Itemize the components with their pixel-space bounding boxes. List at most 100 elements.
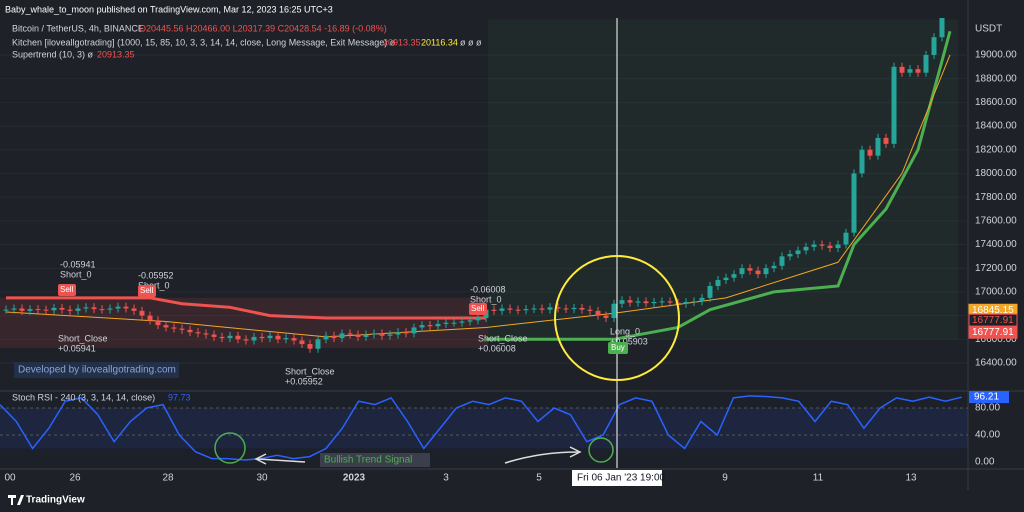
price-tick-label: 17600.00 [975, 215, 1017, 226]
candle [867, 149, 873, 156]
sell-text: Sell [140, 286, 154, 295]
candle [355, 334, 361, 337]
candle [787, 253, 793, 257]
candle [179, 328, 185, 330]
crosshair-box [572, 470, 662, 486]
crosshair-label: Fri 06 Jan '23 19:00 [577, 473, 666, 484]
candle [27, 309, 33, 311]
candle [187, 329, 193, 333]
candle [451, 322, 457, 324]
candle [107, 308, 113, 310]
candle [739, 268, 745, 275]
candle [843, 232, 849, 245]
candle [291, 338, 297, 341]
price-pane [0, 18, 968, 364]
candle [19, 308, 25, 311]
price-tick-label: 16600.00 [975, 334, 1017, 345]
price-tick-label: 18000.00 [975, 168, 1017, 179]
candle [67, 309, 73, 311]
candle [539, 308, 545, 310]
candle [795, 250, 801, 254]
rsi-band [0, 407, 968, 449]
candle [659, 301, 665, 303]
price-tag-label: 16777.91 [972, 327, 1014, 338]
price-tick-label: 19000.00 [975, 50, 1017, 61]
trade-label: -0.05941 [60, 259, 96, 269]
logo-icon [8, 495, 24, 505]
price-tick-label: 17400.00 [975, 239, 1017, 250]
candle [219, 336, 225, 339]
candle [699, 297, 705, 302]
candle [475, 317, 481, 321]
arrow [504, 446, 582, 464]
arrow [254, 453, 306, 465]
highlight-circle [554, 255, 680, 381]
header-text: Supertrend (10, 3) ø [12, 49, 94, 59]
price-tick-label: 18400.00 [975, 121, 1017, 132]
price-tick-label: 18800.00 [975, 73, 1017, 84]
time-label: 30 [256, 473, 268, 484]
rsi-tick-label: 80.00 [975, 403, 1000, 414]
candle [315, 339, 321, 349]
candle [139, 310, 145, 316]
candle [667, 301, 673, 303]
watermark-box [14, 362, 179, 378]
price-tag-label: 16845.15 [972, 305, 1014, 316]
time-label: 9 [722, 473, 728, 484]
candle [939, 18, 945, 38]
candle [651, 301, 657, 304]
sell-text: Sell [60, 285, 74, 294]
header-text: 20116.34 [421, 37, 458, 47]
candle [403, 332, 409, 334]
candle [691, 301, 697, 303]
signal-circle [588, 437, 614, 463]
rsi-tick-label: 0.00 [975, 457, 995, 468]
candle [723, 277, 729, 281]
watermark: Developed by iloveallgotrading.com [18, 365, 176, 376]
candle [43, 309, 49, 311]
candle [715, 280, 721, 286]
candle [411, 327, 417, 334]
candle [299, 340, 305, 345]
time-label: 00 [4, 473, 16, 484]
candle [51, 307, 57, 311]
signal-text: Bullish Trend Signal [324, 455, 412, 466]
price-tick-label: 16400.00 [975, 358, 1017, 369]
candle [571, 307, 577, 310]
rsi-value: 97.73 [168, 392, 191, 402]
time-label: 26 [69, 473, 81, 484]
candle [835, 244, 841, 249]
sell-tag [138, 285, 156, 297]
candle [627, 300, 633, 303]
candle [923, 54, 929, 73]
rsi-title: Stoch RSI - 240 (3, 3, 14, 14, close) [12, 392, 155, 402]
candle [595, 310, 601, 316]
price-tick-label: 18200.00 [975, 144, 1017, 155]
candle [163, 325, 169, 328]
candle [779, 256, 785, 266]
candle [35, 309, 41, 311]
candle [3, 309, 9, 311]
signal-box [320, 453, 430, 467]
candle [131, 308, 137, 311]
candle [563, 308, 569, 310]
candle [707, 285, 713, 298]
candle [99, 309, 105, 311]
header-text: 20913.35 [383, 37, 421, 47]
indicator-line [486, 30, 952, 341]
candle [827, 245, 833, 249]
candle [747, 268, 753, 271]
candle [371, 333, 377, 335]
candle [931, 37, 937, 55]
candle [115, 306, 121, 309]
candle [507, 308, 513, 310]
candle [75, 308, 81, 311]
candle [83, 307, 89, 309]
candle [347, 333, 353, 335]
candle [459, 321, 465, 323]
candle [59, 307, 65, 310]
sell-tag [469, 303, 487, 315]
indicator-line [6, 296, 486, 320]
candle [243, 339, 249, 341]
